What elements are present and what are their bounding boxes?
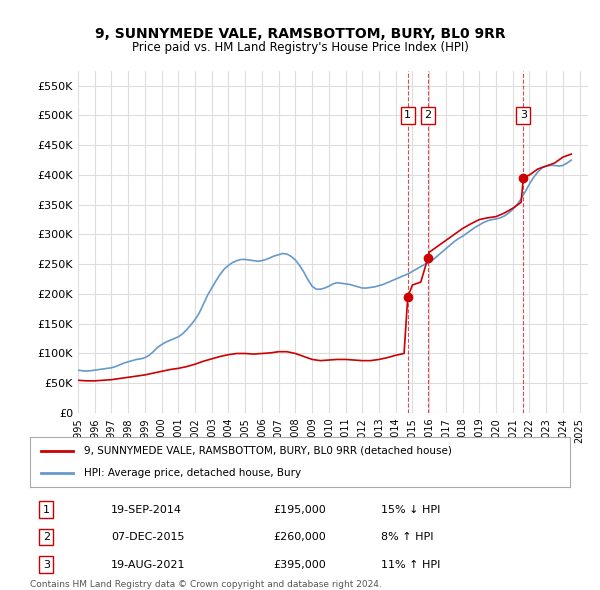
Text: 07-DEC-2015: 07-DEC-2015 [111, 532, 185, 542]
Text: 3: 3 [43, 559, 50, 569]
Text: 1: 1 [43, 505, 50, 514]
Text: HPI: Average price, detached house, Bury: HPI: Average price, detached house, Bury [84, 468, 301, 478]
Text: 19-AUG-2021: 19-AUG-2021 [111, 559, 185, 569]
Text: 8% ↑ HPI: 8% ↑ HPI [381, 532, 433, 542]
Text: £195,000: £195,000 [273, 505, 326, 514]
Text: Contains HM Land Registry data © Crown copyright and database right 2024.: Contains HM Land Registry data © Crown c… [30, 580, 382, 589]
Text: 3: 3 [520, 110, 527, 120]
Text: 1: 1 [404, 110, 411, 120]
Text: Price paid vs. HM Land Registry's House Price Index (HPI): Price paid vs. HM Land Registry's House … [131, 41, 469, 54]
Text: 15% ↓ HPI: 15% ↓ HPI [381, 505, 440, 514]
Text: 19-SEP-2014: 19-SEP-2014 [111, 505, 182, 514]
Text: 9, SUNNYMEDE VALE, RAMSBOTTOM, BURY, BL0 9RR (detached house): 9, SUNNYMEDE VALE, RAMSBOTTOM, BURY, BL0… [84, 445, 452, 455]
Text: 2: 2 [424, 110, 431, 120]
Text: £395,000: £395,000 [273, 559, 326, 569]
Text: 2: 2 [43, 532, 50, 542]
Text: 9, SUNNYMEDE VALE, RAMSBOTTOM, BURY, BL0 9RR: 9, SUNNYMEDE VALE, RAMSBOTTOM, BURY, BL0… [95, 27, 505, 41]
Text: £260,000: £260,000 [273, 532, 326, 542]
Text: 11% ↑ HPI: 11% ↑ HPI [381, 559, 440, 569]
